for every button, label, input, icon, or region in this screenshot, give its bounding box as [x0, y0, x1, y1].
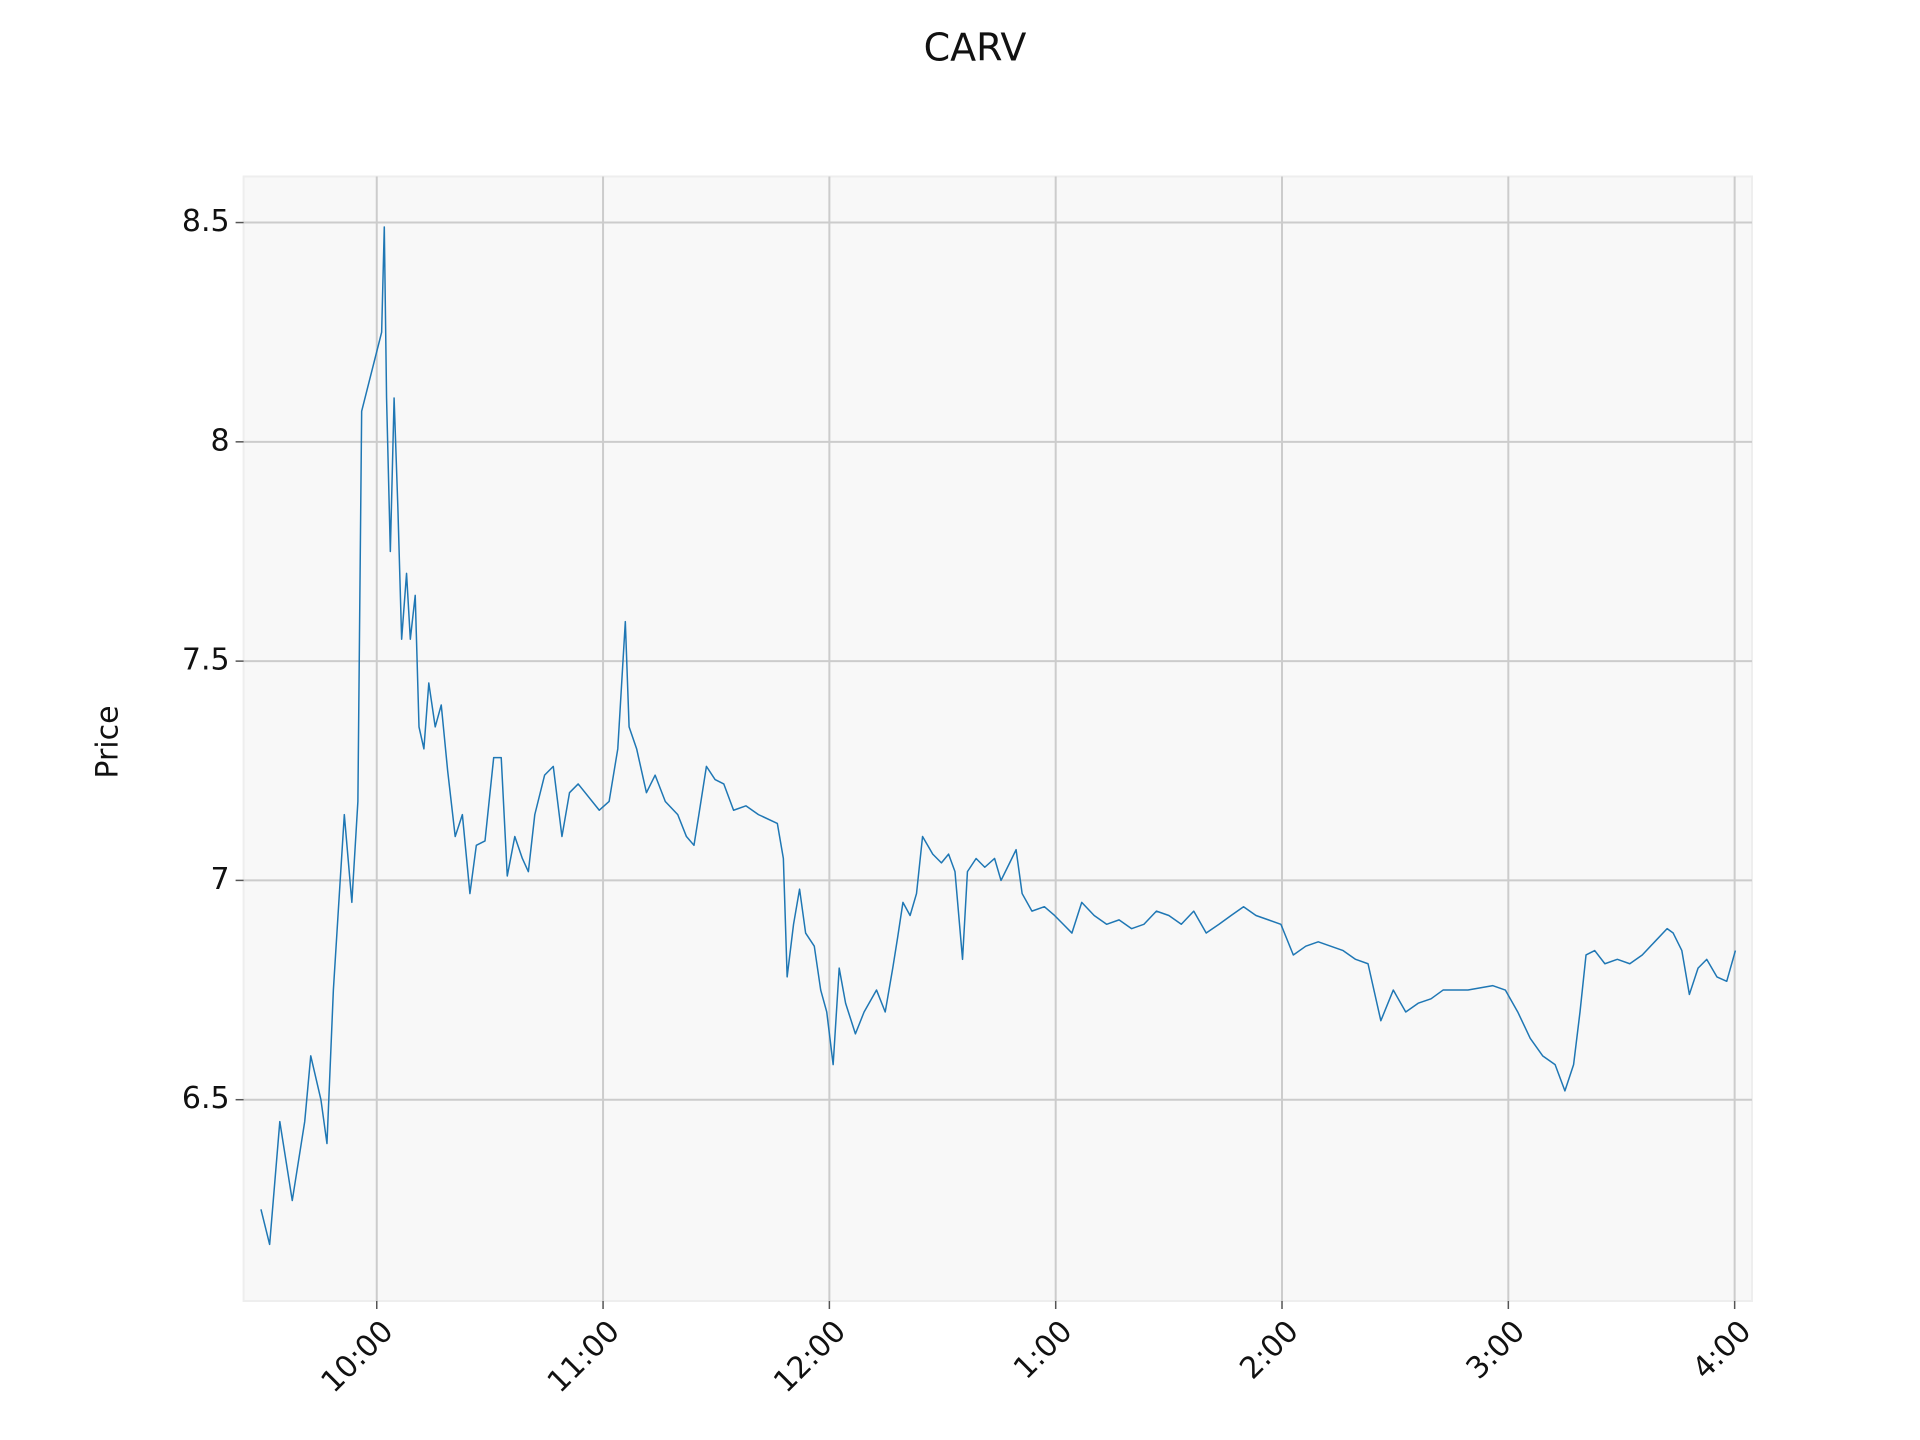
- plot-area: [242, 175, 1754, 1302]
- price-line: [260, 226, 1737, 1246]
- chart-title: CARV: [924, 26, 1027, 70]
- y-axis-label: Price: [91, 705, 126, 778]
- x-tick-label: 2:00: [1233, 1314, 1305, 1386]
- y-tick-label: 7: [211, 862, 230, 897]
- x-tick-label: 4:00: [1686, 1314, 1758, 1386]
- y-tick-label: 8: [211, 423, 230, 458]
- y-tick-label: 6.5: [182, 1081, 230, 1116]
- x-tick-label: 11:00: [541, 1314, 627, 1400]
- y-tick-label: 8.5: [182, 204, 230, 239]
- x-tick-label: 3:00: [1460, 1314, 1532, 1386]
- x-tick-label: 12:00: [767, 1314, 853, 1400]
- x-tick-label: 1:00: [1007, 1314, 1079, 1386]
- x-tick-label: 10:00: [315, 1314, 401, 1400]
- y-tick-label: 7.5: [182, 643, 230, 678]
